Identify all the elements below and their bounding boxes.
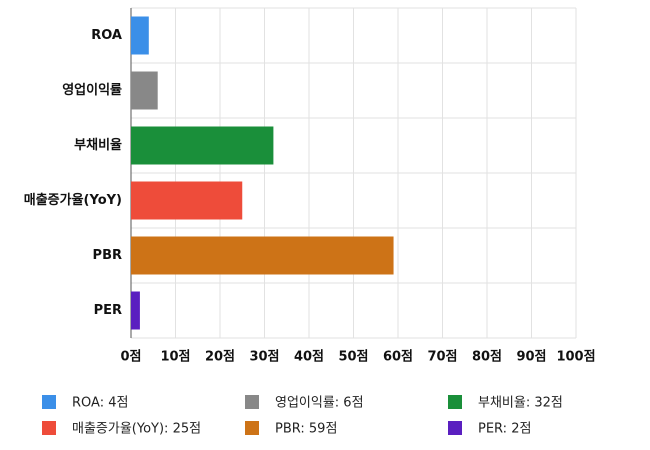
legend-swatch	[448, 421, 462, 435]
y-tick-label: 부채비율	[74, 137, 122, 153]
bar	[131, 291, 140, 330]
y-tick-label: 영업이익률	[62, 82, 122, 98]
x-tick-label: 70점	[427, 350, 457, 365]
legend-label: 부채비율: 32점	[478, 396, 563, 411]
x-tick-label: 60점	[383, 350, 413, 365]
x-tick-label: 30점	[249, 350, 279, 365]
bar	[131, 181, 243, 220]
legend-swatch	[42, 395, 56, 409]
x-tick-label: 90점	[516, 350, 546, 365]
bar	[131, 16, 149, 55]
y-tick-label: PER	[94, 303, 122, 318]
legend-swatch	[245, 421, 259, 435]
x-tick-label: 80점	[472, 350, 502, 365]
legend-label: 영업이익률: 6점	[275, 396, 364, 411]
bar	[131, 71, 158, 110]
legend-label: PER: 2점	[478, 422, 531, 437]
legend-label: PBR: 59점	[275, 422, 337, 437]
x-tick-label: 40점	[294, 350, 324, 365]
x-tick-label: 10점	[160, 350, 190, 365]
x-tick-label: 20점	[205, 350, 235, 365]
x-tick-label: 100점	[556, 350, 595, 365]
x-tick-label: 50점	[338, 350, 368, 365]
legend-swatch	[245, 395, 259, 409]
bar	[131, 126, 274, 165]
y-tick-label: 매출증가율(YoY)	[24, 192, 122, 208]
legend-swatch	[42, 421, 56, 435]
bar	[131, 236, 394, 275]
x-tick-label: 0점	[120, 350, 141, 365]
legend-swatch	[448, 395, 462, 409]
legend-label: 매출증가율(YoY): 25점	[72, 422, 201, 437]
legend-label: ROA: 4점	[72, 396, 128, 411]
y-tick-label: ROA	[91, 28, 122, 43]
y-tick-label: PBR	[93, 248, 122, 263]
